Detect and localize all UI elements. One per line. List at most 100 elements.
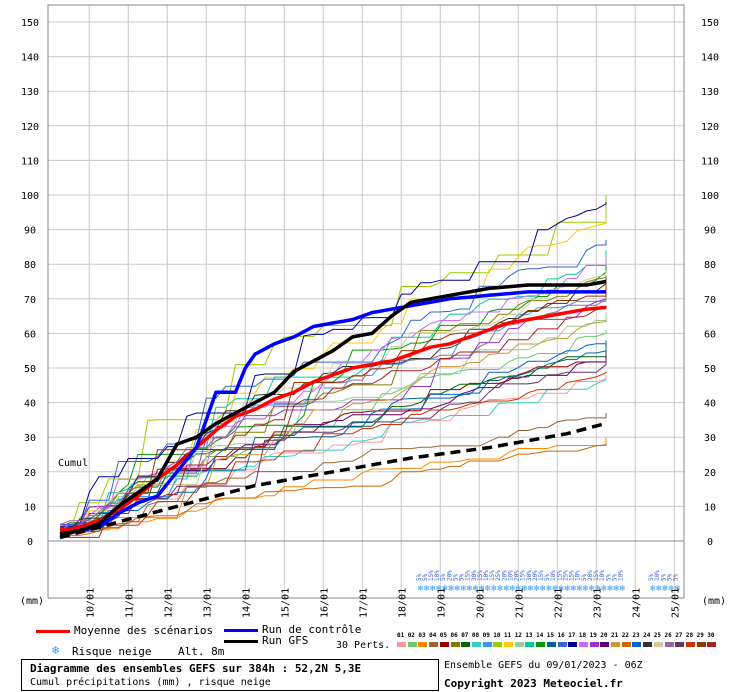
y-tick-label-right: 50 — [704, 364, 716, 375]
member-line-17 — [60, 201, 607, 528]
y-tick-label-right: 150 — [701, 18, 719, 29]
gfs-line — [59, 279, 607, 536]
pert-swatch-16 — [557, 642, 567, 647]
pert-swatch-22 — [621, 642, 631, 647]
member-line-23 — [59, 340, 607, 534]
member-line-14 — [60, 264, 607, 533]
member-line-02 — [59, 329, 607, 534]
pert-swatch-24 — [643, 642, 653, 647]
snow-risk-label: 15% — [538, 570, 545, 581]
y-tick-label-right: 80 — [704, 260, 716, 271]
snowflake-icon: ❄ — [461, 584, 467, 594]
snowflake-icon: ❄ — [418, 584, 424, 594]
snow-risk-label: 10% — [599, 570, 606, 581]
y-tick-label-right: 140 — [701, 53, 719, 64]
x-date-label: 23/01 — [592, 588, 603, 618]
snowflake-icon: ❄ — [522, 584, 528, 594]
legend-mean-label: Moyenne des scénarios — [74, 624, 214, 637]
snowflake-icon: ❄ — [528, 584, 534, 594]
y-tick-label-left: 120 — [21, 122, 39, 133]
snowflake-icon: ❄ — [650, 584, 656, 594]
y-tick-label-right: 30 — [704, 433, 716, 444]
pert-swatch-14 — [536, 642, 546, 647]
snow-risk-label: 5% — [673, 573, 680, 581]
snow-risk-label: 15% — [569, 570, 576, 581]
snow-risk-label: 30% — [471, 570, 478, 581]
snow-risk-label: 5% — [611, 573, 618, 581]
legend-control-label: Run de contrôle — [262, 623, 362, 636]
pert-number-02: 02 — [407, 632, 415, 639]
snow-risk-label: 20% — [446, 570, 453, 581]
pert-swatch-27 — [675, 642, 685, 647]
snow-risk-label: 20% — [532, 570, 539, 581]
footer-title: Diagramme des ensembles GEFS sur 384h : … — [30, 662, 362, 675]
legend-mean-swatch — [36, 630, 70, 633]
pert-swatch-09 — [482, 642, 492, 647]
snowflake-icon: ❄ — [571, 584, 577, 594]
main-series — [59, 279, 607, 540]
pert-swatch-28 — [685, 642, 695, 647]
pert-number-19: 19 — [589, 632, 597, 639]
snowflake-icon: ❄ — [479, 584, 485, 594]
y-tick-label-left: 130 — [21, 87, 39, 98]
snowflake-icon: ❄ — [448, 584, 454, 594]
pert-number-10: 10 — [493, 632, 501, 639]
y-tick-label-right: 20 — [704, 468, 716, 479]
pert-swatch-13 — [525, 642, 535, 647]
pert-number-13: 13 — [525, 632, 533, 639]
pert-swatch-12 — [514, 642, 524, 647]
gfs-trend-dashed-line — [59, 421, 607, 540]
unit-label-left: (mm) — [20, 596, 44, 607]
snowflake-icon: ❄ — [497, 584, 503, 594]
y-tick-label-left: 60 — [24, 329, 36, 340]
pert-number-20: 20 — [600, 632, 608, 639]
member-line-19 — [60, 298, 607, 526]
snowflake-icon: ❄ — [503, 584, 509, 594]
y-tick-label-right: 120 — [701, 122, 719, 133]
snow-risk-label: 15% — [556, 570, 563, 581]
pert-number-26: 26 — [664, 632, 672, 639]
y-tick-label-left: 10 — [24, 502, 36, 513]
pert-number-18: 18 — [578, 632, 587, 639]
x-date-label: 20/01 — [475, 588, 486, 618]
pert-number-27: 27 — [675, 632, 683, 639]
snowflake-icon: ❄ — [430, 584, 436, 594]
y-tick-label-left: 30 — [24, 433, 36, 444]
pert-swatch-04 — [429, 642, 439, 647]
snowflake-icon: ❄ — [583, 584, 589, 594]
snowflake-icon: ❄ — [558, 584, 564, 594]
x-date-label: 21/01 — [514, 588, 525, 618]
y-tick-label-left: 70 — [24, 295, 36, 306]
member-line-29 — [60, 281, 607, 529]
snowflake-icon: ❄ — [442, 584, 448, 594]
snowflake-icon: ❄ — [552, 584, 558, 594]
snowflake-icon: ❄ — [589, 584, 595, 594]
member-line-13 — [59, 250, 607, 528]
pert-number-14: 14 — [536, 632, 544, 639]
snowflake-icon: ❄ — [546, 584, 552, 594]
snowflake-icon: ❄ — [675, 584, 681, 594]
pert-swatch-20 — [600, 642, 610, 647]
pert-swatch-11 — [504, 642, 513, 647]
x-date-label: 16/01 — [319, 588, 330, 618]
pert-swatch-05 — [439, 642, 449, 647]
y-tick-label-left: 0 — [27, 537, 33, 548]
snow-risk-label: 10% — [654, 570, 661, 581]
x-date-label: 18/01 — [397, 588, 408, 618]
snow-risk-label: 10% — [617, 570, 624, 581]
pert-swatch-15 — [546, 642, 556, 647]
pert-number-05: 05 — [439, 632, 448, 639]
snowflake-icon: ❄ — [436, 584, 442, 594]
y-tick-label-right: 70 — [704, 295, 716, 306]
member-line-22 — [60, 444, 607, 536]
pert-swatch-29 — [696, 642, 706, 647]
snowflake-icon: ❄ — [491, 584, 497, 594]
snowflake-icon: ❄ — [577, 584, 583, 594]
pert-number-03: 03 — [418, 632, 426, 639]
snow-risk-label: 5% — [660, 573, 667, 581]
member-line-03 — [60, 437, 607, 530]
pert-number-11: 11 — [504, 632, 512, 639]
y-tick-label-right: 10 — [704, 502, 716, 513]
legend-control-swatch — [224, 629, 258, 632]
footer-subtitle: Cumul précipitations (mm) , risque neige — [30, 677, 271, 688]
